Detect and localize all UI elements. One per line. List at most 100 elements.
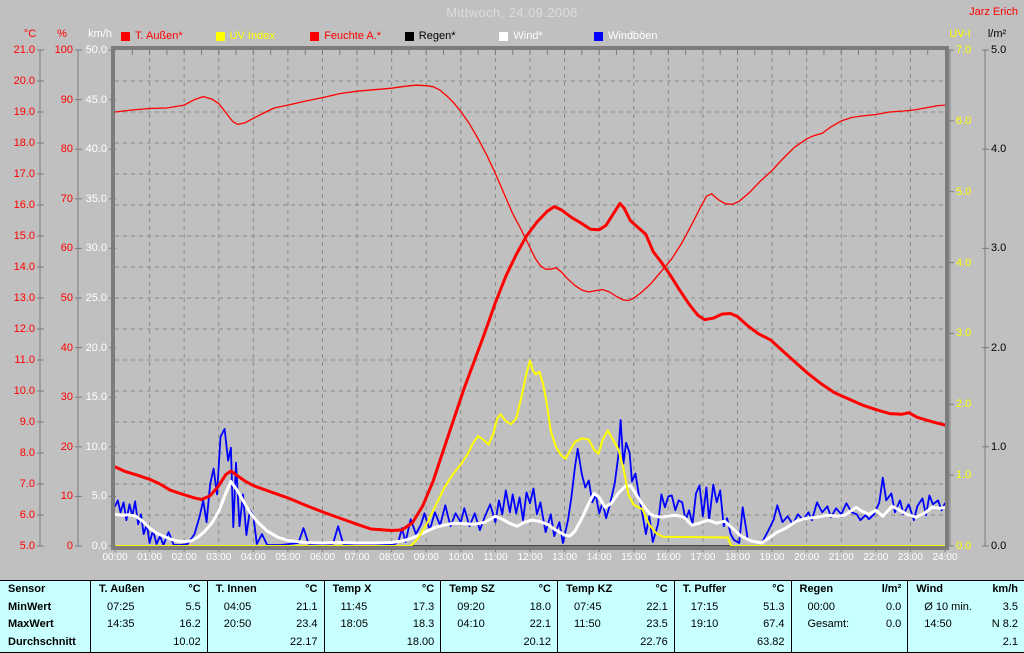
- table-header: Wind km/h: [908, 581, 1024, 599]
- cell-time: 19:10: [690, 618, 719, 631]
- cell-time: 07:45: [574, 600, 602, 613]
- cell-time: 04:10: [457, 618, 485, 631]
- axis-unit-lm2: l/m²: [987, 28, 1007, 40]
- cell-value: 67.4: [763, 618, 785, 631]
- table-row: 07:45 22.1: [558, 599, 674, 617]
- cell-value: N 8.2: [991, 618, 1018, 631]
- series-windb-en: [115, 419, 945, 546]
- table-row-label: MaxWert: [8, 618, 54, 631]
- table-row: Gesamt: 0.0: [792, 616, 908, 634]
- x-axis-label: 14:00: [586, 552, 612, 563]
- axis-tick-label: 0.0: [991, 540, 1007, 552]
- table-column-t-innen: T. Innen °C 04:05 21.1 20:50 23.4 22.17: [206, 581, 324, 652]
- table-row: 18:05 18.3: [325, 616, 441, 634]
- cell-value: 18.00: [406, 635, 435, 648]
- axis-tick-label: 10: [60, 490, 73, 503]
- axis-tick-label: 3.0: [991, 242, 1007, 255]
- table-row-labels: Sensor MinWert MaxWert Durchschnitt: [0, 581, 90, 652]
- legend-item: Regen*: [404, 30, 456, 42]
- table-row-label: MinWert: [8, 600, 52, 613]
- axis-tick-label: 2.0: [956, 398, 972, 411]
- cell-value: 18.3: [412, 618, 435, 631]
- cell-value: 22.17: [289, 635, 318, 648]
- cell-time: Ø 10 min.: [924, 600, 972, 613]
- axis-tick-label: 0.0: [956, 540, 972, 552]
- legend-swatch-icon: [594, 31, 603, 41]
- cell-time: 11:45: [340, 600, 368, 613]
- x-axis-label: 07:00: [344, 552, 370, 563]
- x-axis-label: 08:00: [379, 552, 405, 563]
- series-wind: [115, 480, 945, 545]
- x-axis-label: 09:00: [413, 552, 439, 563]
- legend-swatch-icon: [310, 31, 320, 41]
- table-header: Temp SZ °C: [441, 581, 557, 599]
- x-axis-label: 05:00: [275, 552, 301, 563]
- cell-value: 3.5: [1002, 600, 1018, 613]
- axis-tick-label: 20: [60, 440, 73, 453]
- summary-table: Sensor MinWert MaxWert Durchschnitt T. Außen…: [0, 580, 1024, 653]
- legend-swatch-icon: [404, 31, 414, 41]
- x-axis-label: 00:00: [102, 552, 128, 563]
- cell-time: 00:00: [807, 600, 836, 613]
- axis-unit-uv: UV-I: [949, 28, 971, 40]
- x-axis-label: 12:00: [517, 552, 543, 563]
- cell-value: 22.76: [640, 635, 668, 648]
- series-t-au-en: [115, 201, 945, 532]
- axis-tick-label: 70: [60, 192, 73, 205]
- axis-tick-label: 5.0: [991, 44, 1007, 56]
- table-header: Temp KZ °C: [558, 581, 674, 599]
- cell-time: 14:50: [924, 618, 952, 631]
- axis-tick-label: 16.0: [13, 199, 35, 211]
- axis-tick-label: 21.0: [13, 44, 35, 56]
- legend-swatch-icon: [121, 31, 130, 41]
- axis-tick-label: 2.0: [991, 341, 1007, 354]
- cell-time: 14:35: [107, 618, 135, 631]
- axis-tick-label: 60: [60, 242, 73, 255]
- x-axis-label: 16:00: [655, 552, 681, 563]
- table-row: 19:10 67.4: [675, 616, 791, 634]
- legend-swatch-icon: [499, 31, 509, 41]
- table-header: T. Innen °C: [208, 581, 324, 599]
- x-axis-label: 23:00: [897, 552, 923, 563]
- x-axis-label: 22:00: [863, 552, 889, 563]
- x-axis-label: 17:00: [690, 552, 716, 563]
- cell-value: 2.1: [1002, 635, 1018, 648]
- x-axis-label: 04:00: [240, 552, 266, 563]
- sensor-unit: °C: [655, 583, 668, 595]
- table-grid: Sensor MinWert MaxWert Durchschnitt T. Außen…: [0, 581, 1024, 652]
- sensor-unit: °C: [188, 583, 201, 595]
- x-axis-label: 10:00: [448, 552, 474, 563]
- axis-tick-label: 13.0: [13, 292, 35, 304]
- axis-tick-label: 3.0: [956, 327, 972, 340]
- chart-plot: [37, 46, 989, 552]
- cell-value: 23.4: [296, 618, 318, 631]
- table-row-label: Sensor: [8, 583, 46, 595]
- x-axis-label: 11:00: [483, 552, 508, 563]
- axis-tick-label: 1.0: [991, 440, 1007, 453]
- table-row: Ø 10 min. 3.5: [908, 599, 1024, 617]
- table-row: 04:10 22.1: [441, 616, 557, 634]
- cell-value: 18.0: [529, 600, 551, 613]
- x-axis-label: 06:00: [309, 552, 336, 563]
- axis-tick-label: 50.0: [85, 44, 107, 56]
- table-row: 2.1: [908, 634, 1024, 652]
- x-axis-label: 01:00: [137, 552, 163, 563]
- axis-tick-label: 10.0: [85, 440, 107, 453]
- x-axis-label: 21:00: [828, 552, 854, 563]
- legend-label: T. Außen*: [135, 30, 183, 42]
- axis-tick-label: 80: [60, 143, 73, 156]
- axis-tick-label: 4.0: [956, 256, 972, 269]
- axis-tick-label: 1.0: [956, 469, 972, 482]
- series-feuchte-a: [115, 84, 945, 302]
- axis-tick-label: 50: [60, 292, 73, 304]
- plot-frame: [37, 46, 989, 550]
- axis-tick-label: 15.0: [13, 230, 35, 242]
- legend-label: Wind*: [513, 30, 543, 42]
- cell-value: 51.3: [763, 600, 785, 613]
- axis-tick-label: 45.0: [85, 93, 107, 106]
- x-axis-label: 24:00: [932, 552, 958, 563]
- table-header: T. Puffer °C: [675, 581, 791, 599]
- table-column-temp-kz: Temp KZ °C 07:45 22.1 11:50 23.5 22.76: [557, 581, 674, 652]
- cell-value: 20.12: [523, 635, 551, 648]
- cell-value: 63.82: [756, 635, 785, 648]
